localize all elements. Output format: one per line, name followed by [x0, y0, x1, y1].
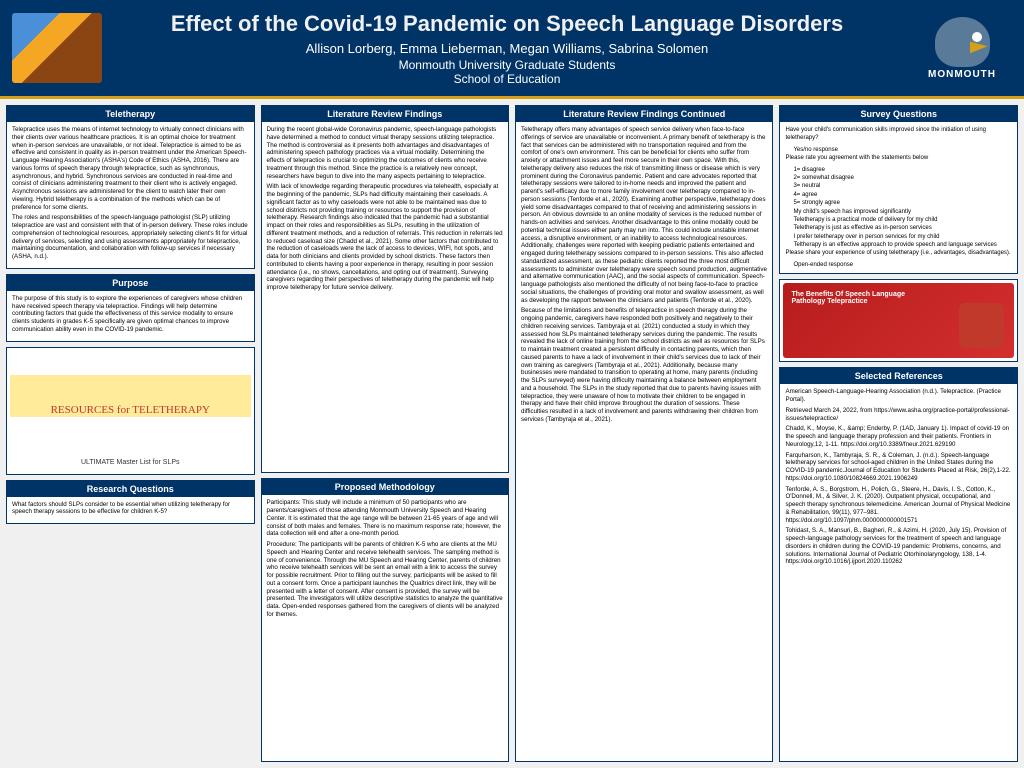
ref: Farquharson, K., Tambyraja, S. R., & Col…	[785, 452, 1012, 483]
scale: 5= strongly agree	[785, 199, 1012, 207]
references-panel: Selected References American Speech-Lang…	[779, 367, 1018, 762]
para: Participants: This study will include a …	[267, 499, 504, 538]
refs-header: Selected References	[780, 368, 1017, 384]
q: Have your child's communication skills i…	[785, 126, 1012, 143]
lrfc-header: Literature Review Findings Continued	[516, 106, 772, 122]
para: What factors should SLPs consider to be …	[12, 501, 249, 517]
para: With lack of knowledge regarding therape…	[267, 183, 504, 292]
teletherapy-body: Telepractice uses the means of internet …	[7, 122, 254, 268]
a: Yes/no response	[785, 146, 1012, 154]
rq-body: What factors should SLPs consider to be …	[7, 497, 254, 524]
lit-review-panel: Literature Review Findings During the re…	[261, 105, 510, 473]
authors: Allison Lorberg, Emma Lieberman, Megan W…	[112, 41, 902, 56]
para: Teletherapy offers many advantages of sp…	[521, 126, 767, 304]
q: Please rate you agreement with the state…	[785, 154, 1012, 162]
pm-body: Participants: This study will include a …	[262, 495, 509, 625]
resources-image: RESOURCES for TELETHERAPY ULTIMATE Maste…	[6, 347, 255, 475]
column-2: Literature Review Findings During the re…	[261, 105, 510, 762]
header-text: Effect of the Covid-19 Pandemic on Speec…	[102, 11, 912, 86]
body: Teletherapy Telepractice uses the means …	[0, 99, 1024, 768]
ref: Tenforde, A. S., Borgstrom, H., Polich, …	[785, 486, 1012, 525]
header-photo	[12, 13, 102, 83]
para: Procedure: The participants will be pare…	[267, 541, 504, 619]
research-questions-panel: Research Questions What factors should S…	[6, 480, 255, 525]
rq-header: Research Questions	[7, 481, 254, 497]
item: I prefer teletherapy over in person serv…	[785, 233, 1012, 241]
affiliation-2: School of Education	[112, 72, 902, 86]
survey-panel: Survey Questions Have your child's commu…	[779, 105, 1018, 274]
scale: 4= agree	[785, 191, 1012, 199]
ref: Chadd, K., Moyse, K., &amp; Enderby, P. …	[785, 425, 1012, 448]
resources-image-sub: ULTIMATE Master List for SLPs	[81, 459, 180, 466]
benefits-image: The Benefits Of Speech Language Patholog…	[779, 279, 1018, 362]
item: Teletherapy is just as effective as in-p…	[785, 224, 1012, 232]
benefits-image-text: The Benefits Of Speech Language Patholog…	[791, 291, 929, 305]
resources-image-title: RESOURCES for TELETHERAPY	[51, 403, 210, 418]
sq-body: Have your child's communication skills i…	[780, 122, 1017, 273]
refs-body: American Speech-Language-Hearing Associa…	[780, 384, 1017, 573]
teletherapy-panel: Teletherapy Telepractice uses the means …	[6, 105, 255, 269]
logo-text: MONMOUTH	[928, 69, 996, 80]
sq-header: Survey Questions	[780, 106, 1017, 122]
column-4: Survey Questions Have your child's commu…	[779, 105, 1018, 762]
monmouth-logo: MONMOUTH	[912, 8, 1012, 88]
pm-header: Proposed Methodology	[262, 479, 509, 495]
purpose-header: Purpose	[7, 275, 254, 291]
title: Effect of the Covid-19 Pandemic on Speec…	[112, 11, 902, 37]
lrfc-body: Teletherapy offers many advantages of sp…	[516, 122, 772, 431]
a: Open-ended response	[785, 261, 1012, 269]
affiliation-1: Monmouth University Graduate Students	[112, 58, 902, 72]
item: My child's speech has improved significa…	[785, 208, 1012, 216]
purpose-panel: Purpose The purpose of this study is to …	[6, 274, 255, 342]
methodology-panel: Proposed Methodology Participants: This …	[261, 478, 510, 762]
lrf-body: During the recent global-wide Coronaviru…	[262, 122, 509, 299]
para: Telepractice uses the means of internet …	[12, 126, 249, 211]
poster: Effect of the Covid-19 Pandemic on Speec…	[0, 0, 1024, 768]
ref: Tohidast, S. A., Mansuri, B., Bagheri, R…	[785, 527, 1012, 566]
teletherapy-header: Teletherapy	[7, 106, 254, 122]
item: Teltherapy is an effective approach to p…	[785, 241, 1012, 249]
lrf-header: Literature Review Findings	[262, 106, 509, 122]
ref: Retrieved March 24, 2022, from https://w…	[785, 407, 1012, 423]
header: Effect of the Covid-19 Pandemic on Speec…	[0, 0, 1024, 99]
para: During the recent global-wide Coronaviru…	[267, 126, 504, 180]
q: Please share your experience of using te…	[785, 249, 1012, 257]
para: The roles and responsibilities of the sp…	[12, 214, 249, 261]
scale: 2= somewhat disagree	[785, 174, 1012, 182]
item: Teletherapy is a practical mode of deliv…	[785, 216, 1012, 224]
scale: 3= neutral	[785, 182, 1012, 190]
purpose-body: The purpose of this study is to explore …	[7, 291, 254, 341]
scale: 1= disagree	[785, 166, 1012, 174]
hawk-icon	[935, 17, 990, 67]
para: Because of the limitations and benefits …	[521, 307, 767, 423]
lit-review-cont-panel: Literature Review Findings Continued Tel…	[515, 105, 773, 762]
column-3: Literature Review Findings Continued Tel…	[515, 105, 773, 762]
para: The purpose of this study is to explore …	[12, 295, 249, 334]
ref: American Speech-Language-Hearing Associa…	[785, 388, 1012, 404]
column-1: Teletherapy Telepractice uses the means …	[6, 105, 255, 762]
